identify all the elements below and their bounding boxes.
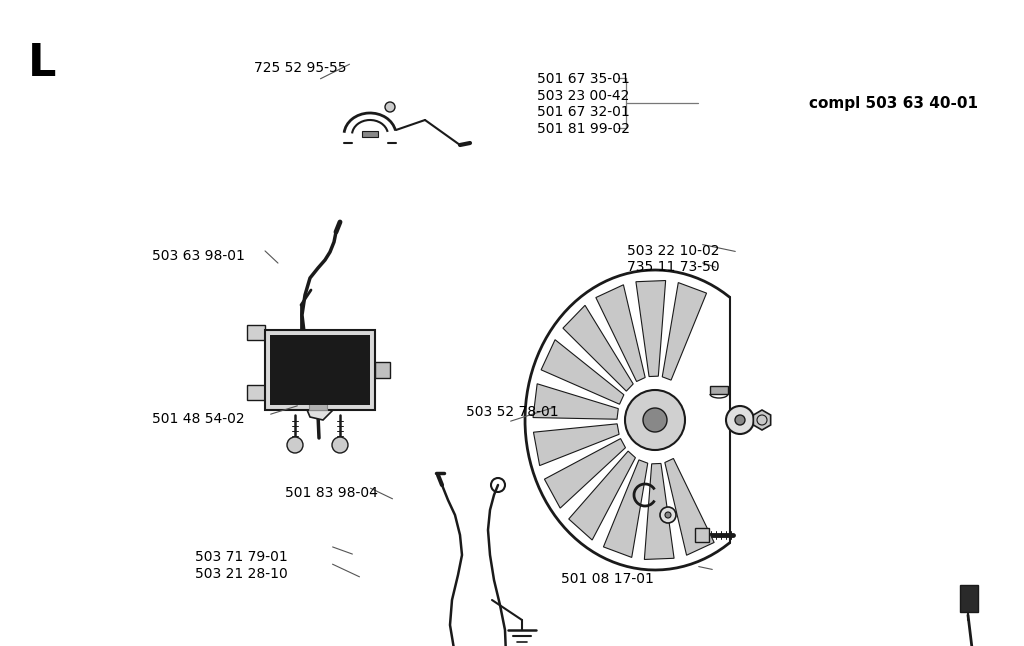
- Polygon shape: [265, 330, 375, 410]
- Text: L: L: [28, 42, 56, 85]
- Text: 503 63 98-01: 503 63 98-01: [152, 249, 245, 263]
- Polygon shape: [305, 367, 333, 420]
- Text: 501 67 32-01: 501 67 32-01: [537, 105, 630, 120]
- Polygon shape: [710, 386, 728, 394]
- Polygon shape: [665, 459, 714, 555]
- Circle shape: [625, 390, 685, 450]
- Circle shape: [643, 408, 667, 432]
- Text: 501 83 98-04: 501 83 98-04: [285, 486, 378, 500]
- Text: 503 71 79-01: 503 71 79-01: [195, 550, 288, 564]
- Polygon shape: [534, 384, 618, 419]
- Text: 503 22 10-02: 503 22 10-02: [627, 244, 719, 258]
- Text: compl 503 63 40-01: compl 503 63 40-01: [809, 96, 978, 111]
- Polygon shape: [563, 306, 633, 391]
- Text: 503 21 28-10: 503 21 28-10: [195, 567, 288, 581]
- Polygon shape: [603, 460, 648, 557]
- Text: 501 67 35-01: 501 67 35-01: [537, 72, 630, 86]
- Polygon shape: [545, 439, 626, 508]
- Text: 725 52 95-55: 725 52 95-55: [254, 61, 346, 76]
- Polygon shape: [596, 285, 645, 382]
- Text: 503 23 00-42: 503 23 00-42: [537, 89, 629, 103]
- Text: 501 48 54-02: 501 48 54-02: [152, 412, 244, 426]
- Polygon shape: [247, 385, 265, 400]
- Polygon shape: [644, 463, 674, 559]
- Text: 735 11 73-50: 735 11 73-50: [627, 260, 719, 275]
- Polygon shape: [270, 335, 370, 405]
- Circle shape: [665, 512, 671, 518]
- Circle shape: [726, 406, 754, 434]
- Polygon shape: [961, 585, 978, 612]
- Text: 501 08 17-01: 501 08 17-01: [561, 572, 654, 586]
- Circle shape: [385, 102, 395, 112]
- Circle shape: [287, 437, 303, 453]
- Polygon shape: [636, 280, 666, 377]
- Polygon shape: [754, 410, 771, 430]
- Circle shape: [735, 415, 745, 425]
- Polygon shape: [695, 528, 709, 542]
- Circle shape: [660, 507, 676, 523]
- Polygon shape: [375, 362, 390, 378]
- Polygon shape: [247, 325, 265, 340]
- Polygon shape: [568, 451, 636, 540]
- Polygon shape: [362, 131, 378, 137]
- Text: 501 81 99-02: 501 81 99-02: [537, 122, 630, 136]
- Polygon shape: [663, 282, 707, 380]
- Polygon shape: [534, 424, 620, 466]
- Text: 503 52 78-01: 503 52 78-01: [466, 404, 558, 419]
- Polygon shape: [309, 380, 327, 410]
- Circle shape: [332, 437, 348, 453]
- Polygon shape: [541, 340, 624, 404]
